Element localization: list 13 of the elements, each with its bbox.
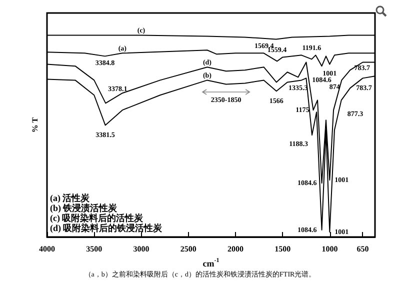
annotation: (b) 铁浸渍活性炭 [50,203,118,213]
x-tick-label: 4000 [39,244,55,254]
x-tick-label: 2500 [180,244,196,254]
x-tick-label: 3000 [133,244,150,254]
x-tick-label: 1500 [274,244,291,254]
y-axis-title: % T [30,116,40,133]
x-tick-label: 1000 [322,244,338,254]
x-tick-label: 3500 [86,244,102,254]
x-tick-label: 2000 [228,244,244,254]
annotation: (a) 活性炭 [50,193,91,203]
annotation: (d) 吸附染料后的铁浸活性炭 [50,223,164,233]
annotation: (c) 吸附染料后的活性炭 [50,213,144,223]
x-tick-label: 650 [356,244,369,254]
